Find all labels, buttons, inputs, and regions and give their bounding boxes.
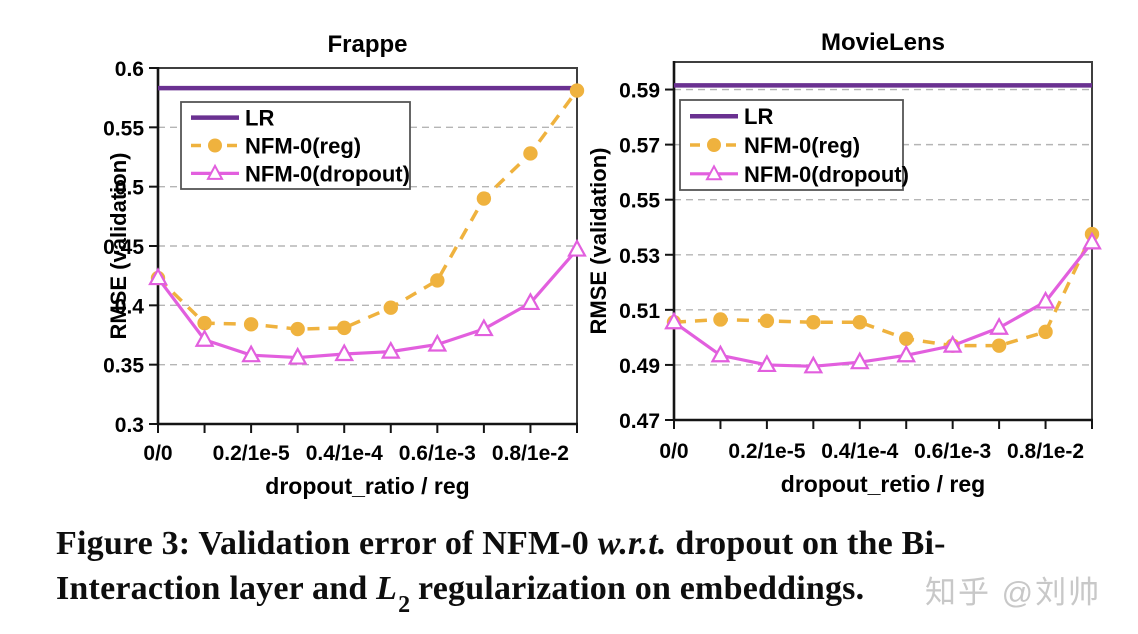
- frappe-series-nfm-0-dropout-marker: [427, 333, 448, 352]
- x-tick-label: 0.4/1e-4: [821, 440, 898, 463]
- frappe-series-nfm-0-reg-marker: [430, 273, 445, 288]
- x-tick-label: 0.2/1e-5: [213, 442, 290, 465]
- movielens-series-nfm-0-reg-marker: [899, 331, 914, 346]
- legend-label: LR: [744, 104, 773, 129]
- frappe-series-nfm-0-reg: [156, 89, 579, 331]
- y-tick-label: 0.57: [619, 135, 660, 158]
- x-tick-label: 0.4/1e-4: [306, 442, 383, 465]
- x-tick-label: 0.8/1e-2: [1007, 440, 1084, 463]
- x-tick-label: 0.2/1e-5: [728, 440, 805, 463]
- frappe-series-nfm-0-reg-marker: [383, 300, 398, 315]
- movielens-series-nfm-0-dropout-marker: [942, 334, 963, 353]
- y-tick-label: 0.55: [619, 190, 660, 213]
- x-tick-label: 0.6/1e-3: [914, 440, 991, 463]
- legend-sample-triangle-marker: [705, 164, 723, 181]
- figure-caption: Figure 3: Validation error of NFM-0 w.r.…: [56, 521, 1118, 618]
- movielens-series-nfm-0-dropout-marker: [803, 355, 824, 374]
- frappe-series-nfm-0-dropout-marker: [287, 346, 308, 365]
- frappe-legend: LR NFM-0(reg)NFM-0(dropout): [180, 101, 411, 190]
- movielens-series-nfm-0-dropout-marker: [664, 311, 684, 330]
- y-tick-label: 0.3: [115, 414, 144, 437]
- x-axis-title: dropout_retio / reg: [781, 471, 985, 497]
- y-axis-title: RMSE (validation): [586, 147, 611, 334]
- caption-line-2: Interaction layer and L2 regularization …: [56, 570, 865, 618]
- legend-sample-circle-marker: [208, 138, 222, 153]
- x-axis-title: dropout_ratio / reg: [265, 473, 469, 499]
- caption-l2-subscript: 2: [398, 591, 411, 618]
- legend-label: NFM-0(reg): [245, 134, 361, 159]
- legend-label: LR: [245, 106, 274, 131]
- movielens-series-nfm-0-reg-marker: [1038, 324, 1053, 340]
- frappe-series-nfm-0-dropout-marker: [380, 340, 401, 359]
- frappe-series-nfm-0-reg-marker: [476, 191, 492, 206]
- x-tick-label: 0/0: [659, 440, 688, 463]
- caption-l2-math: L: [376, 570, 398, 607]
- y-tick-label: 0.51: [619, 300, 660, 323]
- movielens-series-nfm-0-dropout-marker: [896, 344, 917, 363]
- movielens-series-nfm-0-reg-marker: [713, 312, 728, 327]
- caption-line-1: Figure 3: Validation error of NFM-0 w.r.…: [56, 525, 946, 562]
- frappe-series-nfm-0-reg-marker: [523, 146, 538, 161]
- frappe-chart: 0.6 0.55 0.5 0.45 0.4 0.35 0.3 0/0 0.2/1e-5 0.4/1…: [103, 31, 587, 499]
- y-tick-label: 0.55: [103, 117, 144, 140]
- movielens-series-nfm-0-dropout-marker: [757, 354, 777, 373]
- movielens-series-nfm-0-dropout-marker: [1035, 290, 1056, 309]
- y-tick-label: 0.4: [115, 295, 145, 318]
- y-tick-label: 0.47: [619, 410, 660, 433]
- frappe-series-nfm-0-dropout-marker: [567, 238, 587, 257]
- movielens-series-nfm-0-reg-marker: [852, 315, 867, 330]
- movielens-chart: 0.59 0.57 0.55 0.53 0.51 0.49 0.47 0/0 0.2/1e-5 0…: [586, 29, 1102, 497]
- legend-label: NFM-0(dropout): [744, 162, 909, 187]
- frappe-series-nfm-0-reg-marker: [197, 315, 212, 331]
- movielens-series-nfm-0-reg: [673, 233, 1094, 348]
- legend-sample-triangle-marker: [206, 163, 224, 180]
- y-tick-label: 0.53: [619, 245, 660, 268]
- x-tick-label: 0/0: [143, 442, 172, 465]
- legend-sample-circle-marker: [707, 138, 721, 152]
- zhihu-watermark: 知乎 @刘帅: [925, 575, 1102, 610]
- movielens-series-nfm-0-dropout-marker: [849, 351, 870, 370]
- movielens-series-nfm-0-dropout-marker: [710, 344, 731, 363]
- y-tick-label: 0.49: [619, 355, 660, 378]
- movielens-series-nfm-0-reg-marker: [991, 338, 1007, 353]
- x-tick-label: 0.6/1e-3: [399, 442, 476, 465]
- y-tick-label: 0.59: [619, 80, 660, 103]
- x-tick-label: 0.8/1e-2: [492, 442, 569, 465]
- legend-label: NFM-0(dropout): [245, 161, 410, 186]
- chart-title: Frappe: [327, 31, 407, 58]
- chart-title: MovieLens: [821, 29, 945, 56]
- y-axis-title: RMSE (validation): [106, 152, 131, 339]
- y-tick-label: 0.5: [115, 177, 145, 200]
- movielens-series-nfm-0-dropout: [673, 241, 1094, 368]
- caption-wrt-italic: w.r.t.: [597, 525, 667, 562]
- frappe-series-nfm-0-dropout: [156, 248, 579, 360]
- y-tick-label: 0.35: [103, 355, 144, 378]
- y-tick-label: 0.6: [115, 58, 144, 81]
- frappe-series-nfm-0-dropout-marker: [241, 344, 261, 363]
- frappe-series-nfm-0-reg-marker: [243, 317, 259, 332]
- legend-label: NFM-0(reg): [744, 133, 860, 158]
- frappe-series-nfm-0-dropout-marker: [334, 343, 355, 362]
- y-tick-label: 0.45: [103, 236, 144, 259]
- frappe-series-nfm-0-dropout-marker: [520, 292, 541, 311]
- frappe-series-nfm-0-reg-marker: [569, 83, 585, 98]
- movielens-legend: LR NFM-0(reg) NFM-0(dropout): [679, 99, 909, 191]
- movielens-series-nfm-0-dropout-marker: [1082, 231, 1102, 250]
- frappe-series-nfm-0-dropout-marker: [474, 318, 494, 337]
- frappe-series-nfm-0-reg-marker: [290, 321, 305, 337]
- movielens-series-nfm-0-reg-marker: [806, 315, 821, 330]
- frappe-series-nfm-0-reg-marker: [337, 320, 352, 336]
- movielens-series-nfm-0-reg-marker: [759, 313, 775, 329]
- frappe-series-nfm-0-dropout-marker: [148, 267, 168, 286]
- movielens-series-nfm-0-dropout-marker: [989, 316, 1009, 335]
- validation-error-charts: 0.6 0.55 0.5 0.45 0.4 0.35 0.3 0/0 0.2/1e-5 0.4/1…: [103, 29, 1102, 499]
- frappe-series-nfm-0-dropout-marker: [194, 328, 215, 347]
